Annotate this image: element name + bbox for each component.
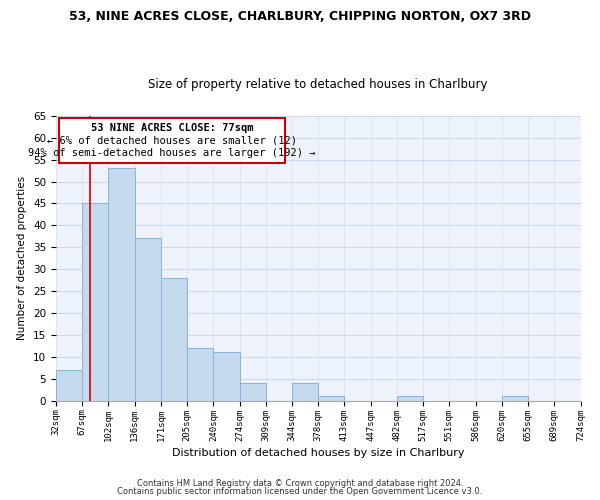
Bar <box>161 278 187 400</box>
Title: Size of property relative to detached houses in Charlbury: Size of property relative to detached ho… <box>148 78 488 91</box>
Bar <box>59 118 284 163</box>
Bar <box>502 396 528 400</box>
Bar <box>109 168 134 400</box>
Bar <box>56 370 82 400</box>
Bar <box>134 238 161 400</box>
X-axis label: Distribution of detached houses by size in Charlbury: Distribution of detached houses by size … <box>172 448 464 458</box>
Text: Contains HM Land Registry data © Crown copyright and database right 2024.: Contains HM Land Registry data © Crown c… <box>137 478 463 488</box>
Bar <box>397 396 423 400</box>
Y-axis label: Number of detached properties: Number of detached properties <box>17 176 28 340</box>
Text: 94% of semi-detached houses are larger (192) →: 94% of semi-detached houses are larger (… <box>28 148 316 158</box>
Bar <box>292 383 318 400</box>
Bar <box>187 348 214 401</box>
Text: 53, NINE ACRES CLOSE, CHARLBURY, CHIPPING NORTON, OX7 3RD: 53, NINE ACRES CLOSE, CHARLBURY, CHIPPIN… <box>69 10 531 23</box>
Text: Contains public sector information licensed under the Open Government Licence v3: Contains public sector information licen… <box>118 487 482 496</box>
Text: ← 6% of detached houses are smaller (12): ← 6% of detached houses are smaller (12) <box>47 136 297 145</box>
Bar <box>214 352 239 401</box>
Text: 53 NINE ACRES CLOSE: 77sqm: 53 NINE ACRES CLOSE: 77sqm <box>91 123 253 133</box>
Bar <box>82 204 109 400</box>
Bar <box>318 396 344 400</box>
Bar <box>239 383 266 400</box>
